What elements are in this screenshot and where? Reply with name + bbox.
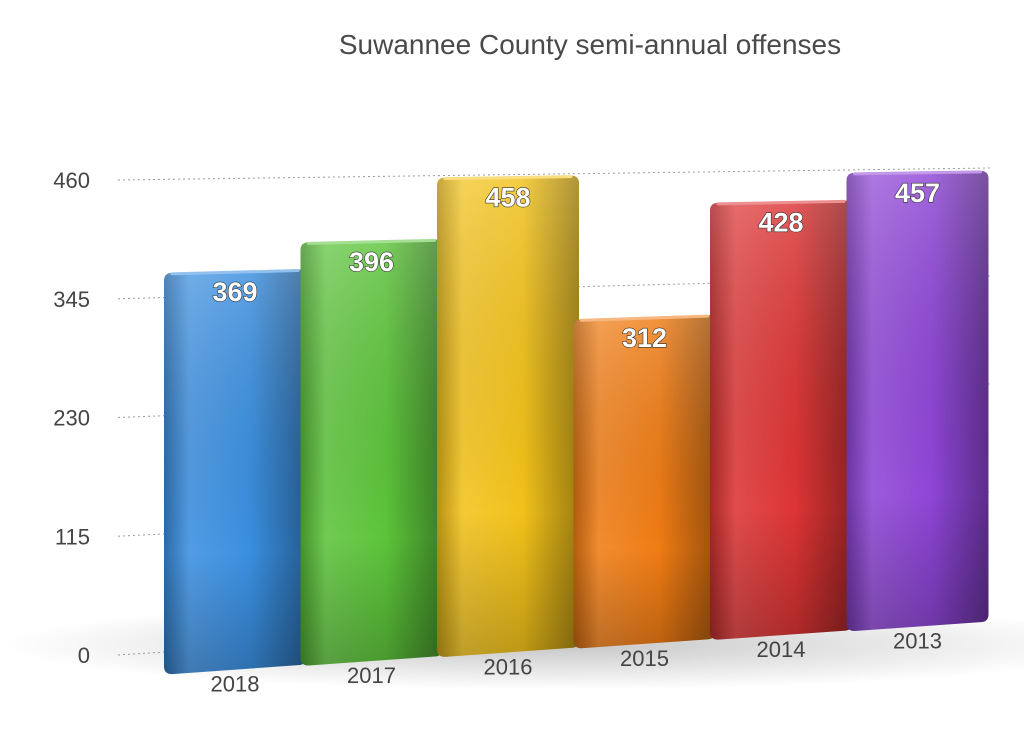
y-tick-label: 230 bbox=[53, 406, 90, 431]
bars: 369 396 458 312 428 457 bbox=[164, 170, 989, 675]
y-tick-label: 0 bbox=[78, 643, 90, 668]
data-label: 457 bbox=[895, 178, 940, 208]
x-tick-label: 2016 bbox=[484, 654, 533, 679]
y-tick-label: 460 bbox=[53, 168, 90, 193]
bar-top-highlight bbox=[716, 199, 846, 206]
chart-title: Suwannee County semi-annual offenses bbox=[339, 29, 841, 60]
bar-2013: 457 bbox=[846, 170, 989, 632]
data-label: 458 bbox=[485, 183, 530, 213]
y-axis-ticks: 0 115 230 345 460 bbox=[53, 168, 90, 668]
x-axis-ticks: 2018 2017 2016 2015 2014 2013 bbox=[211, 629, 942, 697]
y-tick-label: 345 bbox=[53, 287, 90, 312]
bar-top-highlight bbox=[580, 314, 709, 322]
bar-top-highlight bbox=[853, 170, 982, 176]
data-label: 369 bbox=[212, 277, 257, 307]
bar-shading bbox=[573, 315, 716, 649]
data-label: 428 bbox=[758, 208, 803, 238]
bar-shading bbox=[300, 239, 443, 666]
bar-shading bbox=[437, 175, 579, 657]
bar-top-highlight bbox=[170, 269, 300, 276]
bar-2018: 369 bbox=[164, 269, 306, 675]
bar-2017: 396 bbox=[300, 238, 443, 666]
x-tick-label: 2014 bbox=[757, 637, 806, 662]
bar-shading bbox=[846, 170, 989, 632]
bar-2015: 312 bbox=[573, 314, 716, 649]
y-tick-label: 115 bbox=[55, 524, 90, 549]
x-tick-label: 2015 bbox=[620, 646, 669, 671]
data-label: 396 bbox=[349, 247, 394, 277]
data-label: 312 bbox=[622, 323, 667, 353]
bar-2016: 458 bbox=[437, 175, 579, 657]
x-tick-label: 2018 bbox=[211, 672, 260, 697]
x-tick-label: 2013 bbox=[893, 629, 942, 654]
bar-top-highlight bbox=[443, 175, 573, 181]
bar-shading bbox=[164, 269, 306, 675]
x-tick-label: 2017 bbox=[347, 663, 396, 688]
gridline bbox=[117, 167, 991, 181]
bar-top-highlight bbox=[307, 238, 436, 245]
bar-shading bbox=[710, 200, 852, 640]
bar-2014: 428 bbox=[710, 199, 852, 640]
